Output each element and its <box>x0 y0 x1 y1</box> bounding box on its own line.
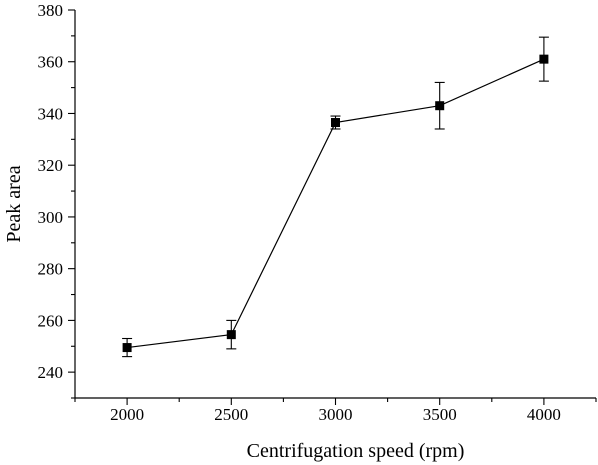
data-point-marker <box>435 101 445 111</box>
y-tick-label: 320 <box>38 156 64 175</box>
y-tick-label: 240 <box>38 363 64 382</box>
y-tick-label: 380 <box>38 1 64 20</box>
data-point-marker <box>122 343 132 353</box>
data-point-marker <box>331 118 340 128</box>
series-line <box>127 58 545 349</box>
x-tick-label: 3000 <box>319 405 353 424</box>
y-tick-label: 360 <box>38 53 64 72</box>
data-series <box>122 36 549 358</box>
y-axis-title: Peak area <box>3 165 25 242</box>
y-tick-label: 300 <box>38 208 64 227</box>
x-tick-label: 3500 <box>423 405 457 424</box>
axes <box>74 10 596 399</box>
x-axis-title: Centrifugation speed (rpm) <box>247 440 465 462</box>
data-point-marker <box>539 54 549 64</box>
data-point-marker <box>226 330 236 340</box>
y-tick-label: 280 <box>38 260 64 279</box>
y-tick-label: 260 <box>38 311 64 330</box>
x-tick-label: 4000 <box>527 405 561 424</box>
x-tick-label: 2500 <box>214 405 248 424</box>
x-tick-label: 2000 <box>110 405 144 424</box>
y-tick-label: 340 <box>38 104 64 123</box>
axis-ticks: 240 260 280 300 320 340 360 380 2000 2500 3000 3500… <box>38 1 597 424</box>
